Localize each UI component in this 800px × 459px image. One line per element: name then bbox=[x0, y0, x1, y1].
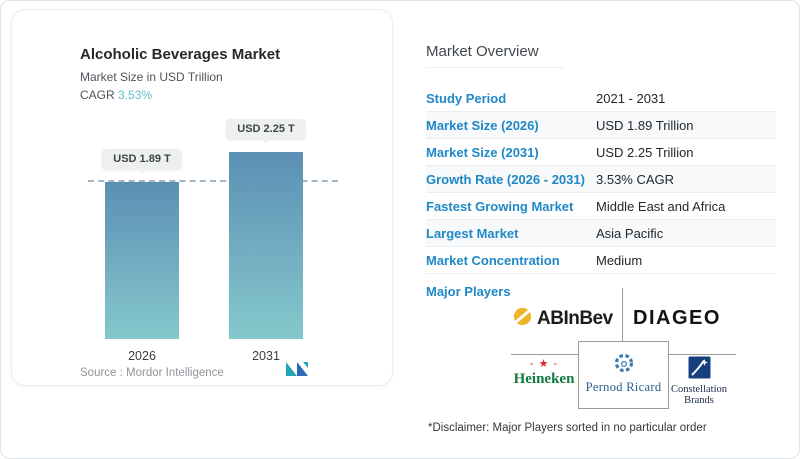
row-label: Market Size (2031) bbox=[426, 144, 539, 160]
diageo-logo: DIAGEO bbox=[633, 307, 721, 329]
bar-value-pill: USD 1.89 T bbox=[102, 149, 182, 170]
bar-chart: USD 1.89 T USD 2.25 T 2026 2031 bbox=[80, 119, 338, 363]
table-row: Market Size (2031) USD 2.25 Trillion bbox=[426, 139, 776, 166]
abinbev-icon bbox=[512, 306, 533, 332]
bar bbox=[229, 152, 303, 339]
row-label: Market Concentration bbox=[426, 252, 560, 268]
row-label: Fastest Growing Market bbox=[426, 198, 574, 214]
row-label: Largest Market bbox=[426, 225, 519, 241]
chart-cagr: CAGR 3.53% bbox=[80, 88, 152, 102]
bar bbox=[105, 182, 179, 339]
pernod-ricard-wordmark: Pernod Ricard bbox=[585, 380, 662, 394]
row-label: Growth Rate (2026 - 2031) bbox=[426, 171, 585, 187]
row-value: USD 2.25 Trillion bbox=[596, 144, 694, 160]
source-attribution: Source : Mordor Intelligence bbox=[80, 367, 224, 379]
overview-table: Study Period 2021 - 2031 Market Size (20… bbox=[426, 85, 776, 274]
constellation-brands-icon bbox=[667, 356, 731, 384]
table-row: Fastest Growing Market Middle East and A… bbox=[426, 193, 776, 220]
pernod-ricard-logo: Pernod Ricard bbox=[580, 351, 667, 395]
row-label: Study Period bbox=[426, 90, 507, 106]
heineken-star-icon: - ★ - bbox=[529, 358, 559, 370]
disclaimer-text: *Disclaimer: Major Players sorted in no … bbox=[428, 422, 707, 434]
bar-value-pill: USD 2.25 T bbox=[226, 119, 306, 140]
row-value: Asia Pacific bbox=[596, 225, 664, 241]
table-row: Market Concentration Medium bbox=[426, 247, 776, 274]
table-row: Study Period 2021 - 2031 bbox=[426, 85, 776, 112]
overview-heading-divider bbox=[426, 67, 564, 68]
heineken-logo: - ★ - Heineken bbox=[506, 357, 582, 388]
row-value: Middle East and Africa bbox=[596, 198, 726, 214]
pernod-ricard-crest-icon bbox=[580, 351, 667, 380]
abinbev-logo: ABInBev bbox=[512, 306, 613, 332]
overview-heading: Market Overview bbox=[426, 43, 539, 60]
mordor-intelligence-logo-icon bbox=[284, 359, 314, 384]
row-value: 3.53% CAGR bbox=[596, 171, 675, 187]
major-players-label: Major Players bbox=[426, 284, 511, 299]
cagr-label: CAGR bbox=[80, 88, 119, 102]
constellation-brands-wordmark-line1: Constellation bbox=[671, 384, 727, 395]
row-value: Medium bbox=[596, 252, 643, 268]
row-label: Market Size (2026) bbox=[426, 117, 539, 133]
x-axis-tick-label: 2026 bbox=[128, 349, 156, 363]
table-row: Largest Market Asia Pacific bbox=[426, 220, 776, 247]
players-connector-vertical bbox=[622, 288, 623, 341]
abinbev-wordmark: ABInBev bbox=[537, 308, 613, 329]
table-row: Growth Rate (2026 - 2031) 3.53% CAGR bbox=[426, 166, 776, 193]
row-value: 2021 - 2031 bbox=[596, 90, 666, 106]
reference-line bbox=[88, 180, 338, 183]
constellation-brands-wordmark-line2: Brands bbox=[684, 395, 714, 406]
chart-card: Alcoholic Beverages Market Market Size i… bbox=[11, 9, 393, 386]
chart-subtitle: Market Size in USD Trillion bbox=[80, 70, 223, 84]
heineken-wordmark: Heineken bbox=[513, 371, 575, 387]
row-value: USD 1.89 Trillion bbox=[596, 117, 694, 133]
table-row: Market Size (2026) USD 1.89 Trillion bbox=[426, 112, 776, 139]
x-axis-tick-label: 2031 bbox=[252, 349, 280, 363]
cagr-value: 3.53% bbox=[118, 88, 153, 102]
players-center-box bbox=[578, 341, 669, 409]
chart-title: Alcoholic Beverages Market bbox=[80, 46, 281, 63]
constellation-brands-logo: Constellation Brands bbox=[667, 356, 731, 406]
